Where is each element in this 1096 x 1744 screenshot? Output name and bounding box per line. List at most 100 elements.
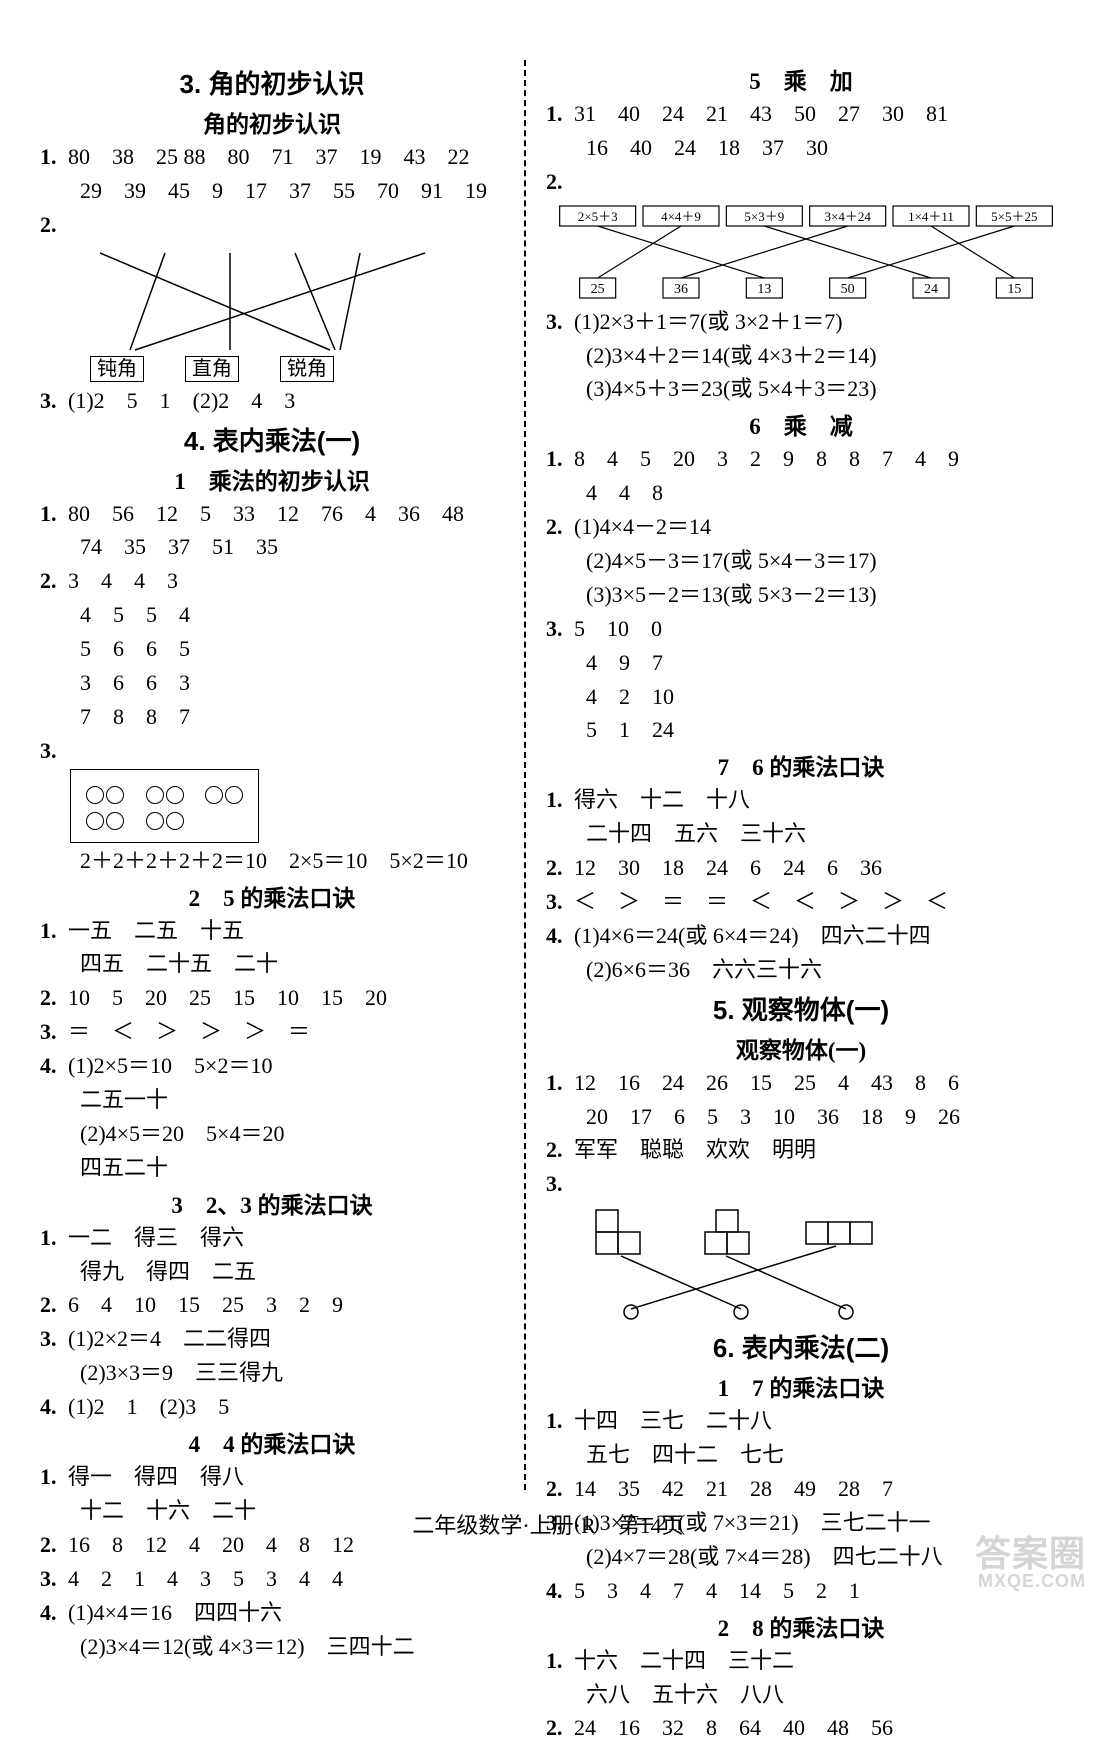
sec3-sub: 角的初步认识 <box>40 105 504 139</box>
label-acute: 锐角 <box>280 356 334 382</box>
svg-text:15: 15 <box>1007 282 1021 297</box>
p4q1r1: 1.得一 得四 得八 <box>40 1461 504 1493</box>
s6p1q1r1: 1.十四 三七 二十八 <box>546 1405 1056 1437</box>
s3-q1-r1: 1.80 38 25 88 80 71 37 19 43 22 <box>40 141 504 173</box>
text: (1)2×5＝10 5×2＝10 <box>68 1053 272 1078</box>
text: 80 38 25 88 80 71 37 19 43 22 <box>68 144 470 169</box>
sec6-p1-sub: 1 7 的乘法口诀 <box>546 1369 1056 1403</box>
match-svg: 2×5＋34×4＋95×3＋93×4＋241×4＋115×5＋252536135… <box>556 202 1056 302</box>
text: 80 56 12 5 33 12 76 4 36 48 <box>68 501 464 526</box>
s3-q2-label: 2. <box>40 209 504 241</box>
text: (1)4×4－2＝14 <box>574 514 711 539</box>
text: 8 4 5 20 3 2 9 8 8 7 4 9 <box>574 446 959 471</box>
label-right: 直角 <box>185 356 239 382</box>
r6q1r1: 1.8 4 5 20 3 2 9 8 8 7 4 9 <box>546 443 1056 475</box>
sec5-sub: 观察物体(一) <box>546 1031 1056 1065</box>
watermark-big: 答案圈 <box>975 1533 1086 1574</box>
p1q2r2: 5 6 6 5 <box>40 633 504 665</box>
p3q3-2: (2)3×3＝9 三三得九 <box>40 1357 504 1389</box>
angle-match-diagram: 钝角 直角 锐角 <box>70 245 504 381</box>
r6q3r2: 4 2 10 <box>546 681 1056 713</box>
text: 一五 二五 十五 <box>68 918 244 943</box>
p1q1r1: 1.80 56 12 5 33 12 76 4 36 48 <box>40 498 504 530</box>
p3q4: 4.(1)2 1 (2)3 5 <box>40 1391 504 1423</box>
right-column: 5 乘 加 1.31 40 24 21 43 50 27 30 81 16 40… <box>546 60 1056 1500</box>
svg-text:25: 25 <box>591 282 605 297</box>
r5q1r2: 16 40 24 18 37 30 <box>546 132 1056 164</box>
p1q2r3: 3 6 6 3 <box>40 667 504 699</box>
s5q2: 2.军军 聪聪 欢欢 明明 <box>546 1134 1056 1166</box>
svg-text:1×4＋11: 1×4＋11 <box>908 209 954 224</box>
sec4-p1-sub: 1 乘法的初步认识 <box>40 462 504 496</box>
r-p6-sub: 6 乘 减 <box>546 407 1056 441</box>
text: 十六 二十四 三十二 <box>574 1648 794 1673</box>
r6q3r3: 5 1 24 <box>546 714 1056 746</box>
r5q1r1: 1.31 40 24 21 43 50 27 30 81 <box>546 98 1056 130</box>
circles-box <box>70 769 259 843</box>
text: 得六 十二 十八 <box>574 787 750 812</box>
r-p5-sub: 5 乘 加 <box>546 62 1056 96</box>
text: (1)2 1 (2)3 5 <box>68 1394 229 1419</box>
s5q1r2: 20 17 6 5 3 10 36 18 9 26 <box>546 1101 1056 1133</box>
watermark-small: MXQE.COM <box>975 1572 1086 1590</box>
text: 得一 得四 得八 <box>68 1464 244 1489</box>
text: 14 35 42 21 28 49 28 7 <box>574 1476 893 1501</box>
p1q3: 3. <box>40 735 504 767</box>
p2q2: 2.10 5 20 25 15 10 15 20 <box>40 982 504 1014</box>
p2q1r2: 四五 二十五 二十 <box>40 948 504 980</box>
r-p7-sub: 7 6 的乘法口诀 <box>546 748 1056 782</box>
r5q3-1: 3.(1)2×3＋1＝7(或 3×2＋1＝7) <box>546 306 1056 338</box>
r7q2: 2.12 30 18 24 6 24 6 36 <box>546 852 1056 884</box>
shape-match-diagram <box>576 1204 1056 1324</box>
text: 16 8 12 4 20 4 8 12 <box>68 1532 354 1557</box>
p1q1r2: 74 35 37 51 35 <box>40 531 504 563</box>
sec4-p3-sub: 3 2、3 的乘法口诀 <box>40 1186 504 1220</box>
svg-text:5×5＋25: 5×5＋25 <box>991 209 1037 224</box>
text: ＝ ＜ ＞ ＞ ＞ ＝ <box>68 1019 310 1044</box>
text: 十四 三七 二十八 <box>574 1408 772 1433</box>
r6q3r1: 4 9 7 <box>546 647 1056 679</box>
text: ＜ ＞ ＝ ＝ ＜ ＜ ＞ ＞ ＜ <box>574 889 948 914</box>
p4q4-2: (2)3×4＝12(或 4×3＝12) 三四十二 <box>40 1631 504 1663</box>
r5q3-2: (2)3×4＋2＝14(或 4×3＋2＝14) <box>546 340 1056 372</box>
sec6-title: 6. 表内乘法(二) <box>546 1328 1056 1365</box>
p1q3eq: 2＋2＋2＋2＋2＝10 2×5＝10 5×2＝10 <box>40 845 504 877</box>
text: (1)2×2＝4 二二得四 <box>68 1326 271 1351</box>
p2q4-2b: 四五二十 <box>40 1152 504 1184</box>
p3q2: 2.6 4 10 15 25 3 2 9 <box>40 1289 504 1321</box>
sec6-p2-sub: 2 8 的乘法口诀 <box>546 1609 1056 1643</box>
p1q2r4: 7 8 8 7 <box>40 701 504 733</box>
left-column: 3. 角的初步认识 角的初步认识 1.80 38 25 88 80 71 37 … <box>40 60 504 1500</box>
column-divider <box>524 60 526 1490</box>
svg-text:13: 13 <box>757 282 771 297</box>
text: (1)4×4＝16 四四十六 <box>68 1600 282 1625</box>
text: 6 4 10 15 25 3 2 9 <box>68 1292 343 1317</box>
text: 3 4 4 3 <box>68 568 178 593</box>
sec4-p4-sub: 4 4 的乘法口诀 <box>40 1425 504 1459</box>
s6p2q1r1: 1.十六 二十四 三十二 <box>546 1645 1056 1677</box>
text: 4 2 1 4 3 5 3 4 4 <box>68 1566 343 1591</box>
p2q4-1b: 二五一十 <box>40 1084 504 1116</box>
p2q4-1: 4.(1)2×5＝10 5×2＝10 <box>40 1050 504 1082</box>
text: 5 3 4 7 4 14 5 2 1 <box>574 1578 860 1603</box>
s3-q3: 3.(1)2 5 1 (2)2 4 3 <box>40 385 504 417</box>
svg-text:36: 36 <box>674 282 688 297</box>
p2q1r1: 1.一五 二五 十五 <box>40 915 504 947</box>
svg-text:4×4＋9: 4×4＋9 <box>661 209 701 224</box>
text: (1)2 5 1 (2)2 4 3 <box>68 388 295 413</box>
text: 10 5 20 25 15 10 15 20 <box>68 985 387 1010</box>
p4q3: 3.4 2 1 4 3 5 3 4 4 <box>40 1563 504 1595</box>
svg-text:5×3＋9: 5×3＋9 <box>744 209 784 224</box>
r7q1r2: 二十四 五六 三十六 <box>546 818 1056 850</box>
two-column-layout: 3. 角的初步认识 角的初步认识 1.80 38 25 88 80 71 37 … <box>40 60 1056 1500</box>
svg-text:24: 24 <box>924 282 938 297</box>
r6q1r2: 4 4 8 <box>546 477 1056 509</box>
sec4-p2-sub: 2 5 的乘法口诀 <box>40 879 504 913</box>
s6p2q1r2: 六八 五十六 八八 <box>546 1679 1056 1711</box>
text: 12 30 18 24 6 24 6 36 <box>574 855 882 880</box>
s6p1q2: 2.14 35 42 21 28 49 28 7 <box>546 1473 1056 1505</box>
text: 5 10 0 <box>574 616 662 641</box>
r5q2-label: 2. <box>546 166 1056 198</box>
s6p1q1r2: 五七 四十二 七七 <box>546 1439 1056 1471</box>
shape-svg <box>576 1204 936 1324</box>
